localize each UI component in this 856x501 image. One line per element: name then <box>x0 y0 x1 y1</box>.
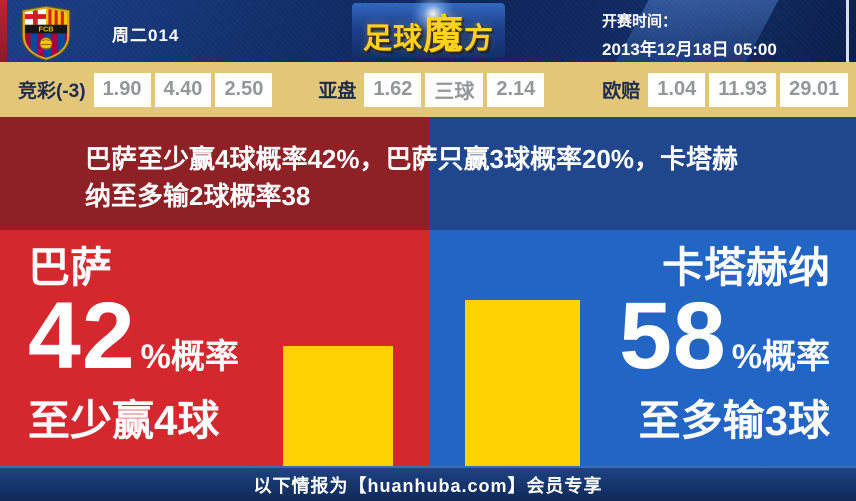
headline-band-red-half <box>0 117 429 230</box>
odds-value-box: 2.14 <box>487 72 545 107</box>
odds-value-box: 三球 <box>425 72 484 107</box>
odds-bar: 竞彩(-3) 1.90 4.40 2.50 亚盘 1.62 三球 2.14 欧赔… <box>0 62 856 117</box>
svg-text:FCB: FCB <box>39 25 54 34</box>
headline-text: 巴萨至少赢4球概率42%，巴萨只赢3球概率20%，卡塔赫纳至多输2球概率38 <box>85 144 738 211</box>
odds-value-box: 2.50 <box>215 72 273 107</box>
away-probability-row: 58 %概率 <box>619 283 830 389</box>
away-probability-value: 58 <box>619 283 727 389</box>
logo-part: 方 <box>464 22 495 55</box>
odds-value-box: 4.40 <box>154 72 212 107</box>
probability-comparison: 巴萨 42 %概率 至少赢4球 卡塔赫纳 58 %概率 至多输3球 <box>0 230 856 466</box>
home-outcome-text: 至少赢4球 <box>28 397 220 444</box>
kickoff-time-block: 开赛时间： 2013年12月18日 05:00 <box>602 10 777 60</box>
starburst-flare-icon <box>410 0 456 37</box>
odds-label-jingcai: 竞彩(-3) <box>18 81 86 102</box>
header-bar: FCB 周二014 足球魔方 开赛时间： 2013年12月18日 05:00 <box>0 0 856 62</box>
footer-bar: 以下情报为【huanhuba.com】会员专享 <box>0 466 856 501</box>
kickoff-time: 2013年12月18日 05:00 <box>602 40 777 59</box>
odds-label-yapan: 亚盘 <box>318 81 357 102</box>
away-probability-suffix: %概率 <box>731 338 830 376</box>
home-probability-row: 42 %概率 <box>28 283 239 389</box>
headline-band: 巴萨至少赢4球概率42%，巴萨只赢3球概率20%，卡塔赫纳至多输2球概率38 <box>0 117 856 230</box>
away-team-name: 卡塔赫纳 <box>661 244 830 291</box>
kickoff-label: 开赛时间： <box>602 13 678 30</box>
odds-value-box: 1.62 <box>364 72 422 107</box>
header-right-divider <box>846 0 849 62</box>
home-team-panel: 巴萨 42 %概率 至少赢4球 <box>0 230 429 466</box>
home-probability-bar <box>283 346 393 466</box>
odds-value-box: 11.93 <box>709 72 777 107</box>
match-code: 周二014 <box>112 26 180 45</box>
home-panel-text: 巴萨 42 %概率 至少赢4球 <box>28 243 239 448</box>
logo-part: 足球 <box>362 22 423 55</box>
footer-text: 以下情报为【huanhuba.com】会员专享 <box>253 475 603 496</box>
home-team-name: 巴萨 <box>28 244 113 291</box>
odds-value-box: 1.04 <box>648 72 706 107</box>
home-probability-suffix: %概率 <box>140 338 239 376</box>
left-red-stripe <box>0 0 7 62</box>
app-logo: 足球魔方 <box>352 0 505 60</box>
away-team-panel: 卡塔赫纳 58 %概率 至多输3球 <box>429 230 856 466</box>
away-panel-text: 卡塔赫纳 58 %概率 至多输3球 <box>619 243 830 448</box>
odds-value-box: 1.90 <box>93 72 151 107</box>
away-probability-bar <box>465 300 580 466</box>
odds-value-box: 29.01 <box>780 72 849 107</box>
fc-barcelona-crest-icon: FCB <box>21 5 71 61</box>
home-probability-value: 42 <box>28 283 136 389</box>
headline-band-blue-half <box>429 117 856 230</box>
app-logo-text: 足球魔方 <box>363 2 494 60</box>
logo-part: 魔 <box>423 12 464 57</box>
away-outcome-text: 至多输3球 <box>638 397 830 444</box>
odds-label-oupei: 欧赔 <box>602 81 641 102</box>
